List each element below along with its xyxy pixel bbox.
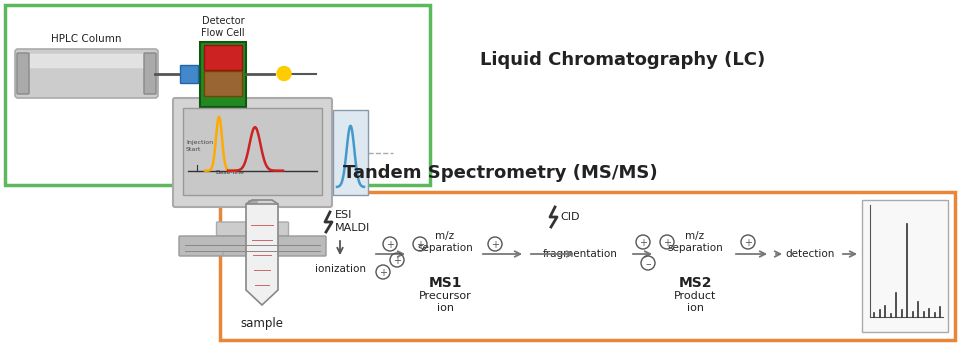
- Text: +: +: [744, 237, 752, 247]
- Text: +: +: [393, 256, 401, 266]
- Text: HPLC Column: HPLC Column: [51, 34, 122, 44]
- Text: detection: detection: [785, 249, 834, 259]
- Text: +: +: [491, 239, 499, 249]
- FancyBboxPatch shape: [204, 45, 242, 70]
- Text: CID: CID: [560, 212, 580, 222]
- Text: sample: sample: [241, 317, 283, 330]
- FancyBboxPatch shape: [204, 71, 242, 96]
- FancyBboxPatch shape: [180, 65, 198, 83]
- Text: Liquid Chromatography (LC): Liquid Chromatography (LC): [480, 51, 765, 69]
- Text: +: +: [639, 237, 647, 247]
- FancyBboxPatch shape: [15, 49, 158, 98]
- Text: +: +: [663, 237, 671, 247]
- FancyBboxPatch shape: [183, 108, 322, 195]
- Text: Product
ion: Product ion: [674, 291, 716, 313]
- Text: –: –: [645, 259, 651, 269]
- FancyBboxPatch shape: [333, 110, 368, 195]
- Text: ESI: ESI: [335, 210, 352, 220]
- Text: Tandem Spectrometry (MS/MS): Tandem Spectrometry (MS/MS): [343, 164, 658, 182]
- FancyBboxPatch shape: [144, 53, 156, 94]
- FancyBboxPatch shape: [862, 200, 948, 332]
- Text: +: +: [379, 268, 387, 278]
- Text: m/z
separation: m/z separation: [667, 231, 723, 253]
- FancyBboxPatch shape: [179, 236, 326, 256]
- Text: fragmentation: fragmentation: [542, 249, 617, 259]
- Text: +: +: [386, 239, 394, 249]
- Text: ionization: ionization: [315, 264, 366, 274]
- Text: MS1: MS1: [428, 276, 462, 290]
- Text: Base-line: Base-line: [215, 170, 244, 175]
- Text: Precursor
ion: Precursor ion: [419, 291, 471, 313]
- Polygon shape: [246, 204, 278, 305]
- Text: m/z
separation: m/z separation: [418, 231, 473, 253]
- Circle shape: [277, 66, 291, 80]
- Text: +: +: [416, 239, 424, 249]
- FancyBboxPatch shape: [200, 42, 246, 107]
- Text: MS2: MS2: [679, 276, 711, 290]
- FancyBboxPatch shape: [17, 53, 29, 94]
- FancyBboxPatch shape: [173, 98, 332, 207]
- Text: Injection
Start: Injection Start: [186, 140, 213, 152]
- FancyBboxPatch shape: [217, 222, 289, 236]
- Text: Detector
Flow Cell: Detector Flow Cell: [202, 15, 245, 38]
- Text: MALDI: MALDI: [335, 223, 371, 233]
